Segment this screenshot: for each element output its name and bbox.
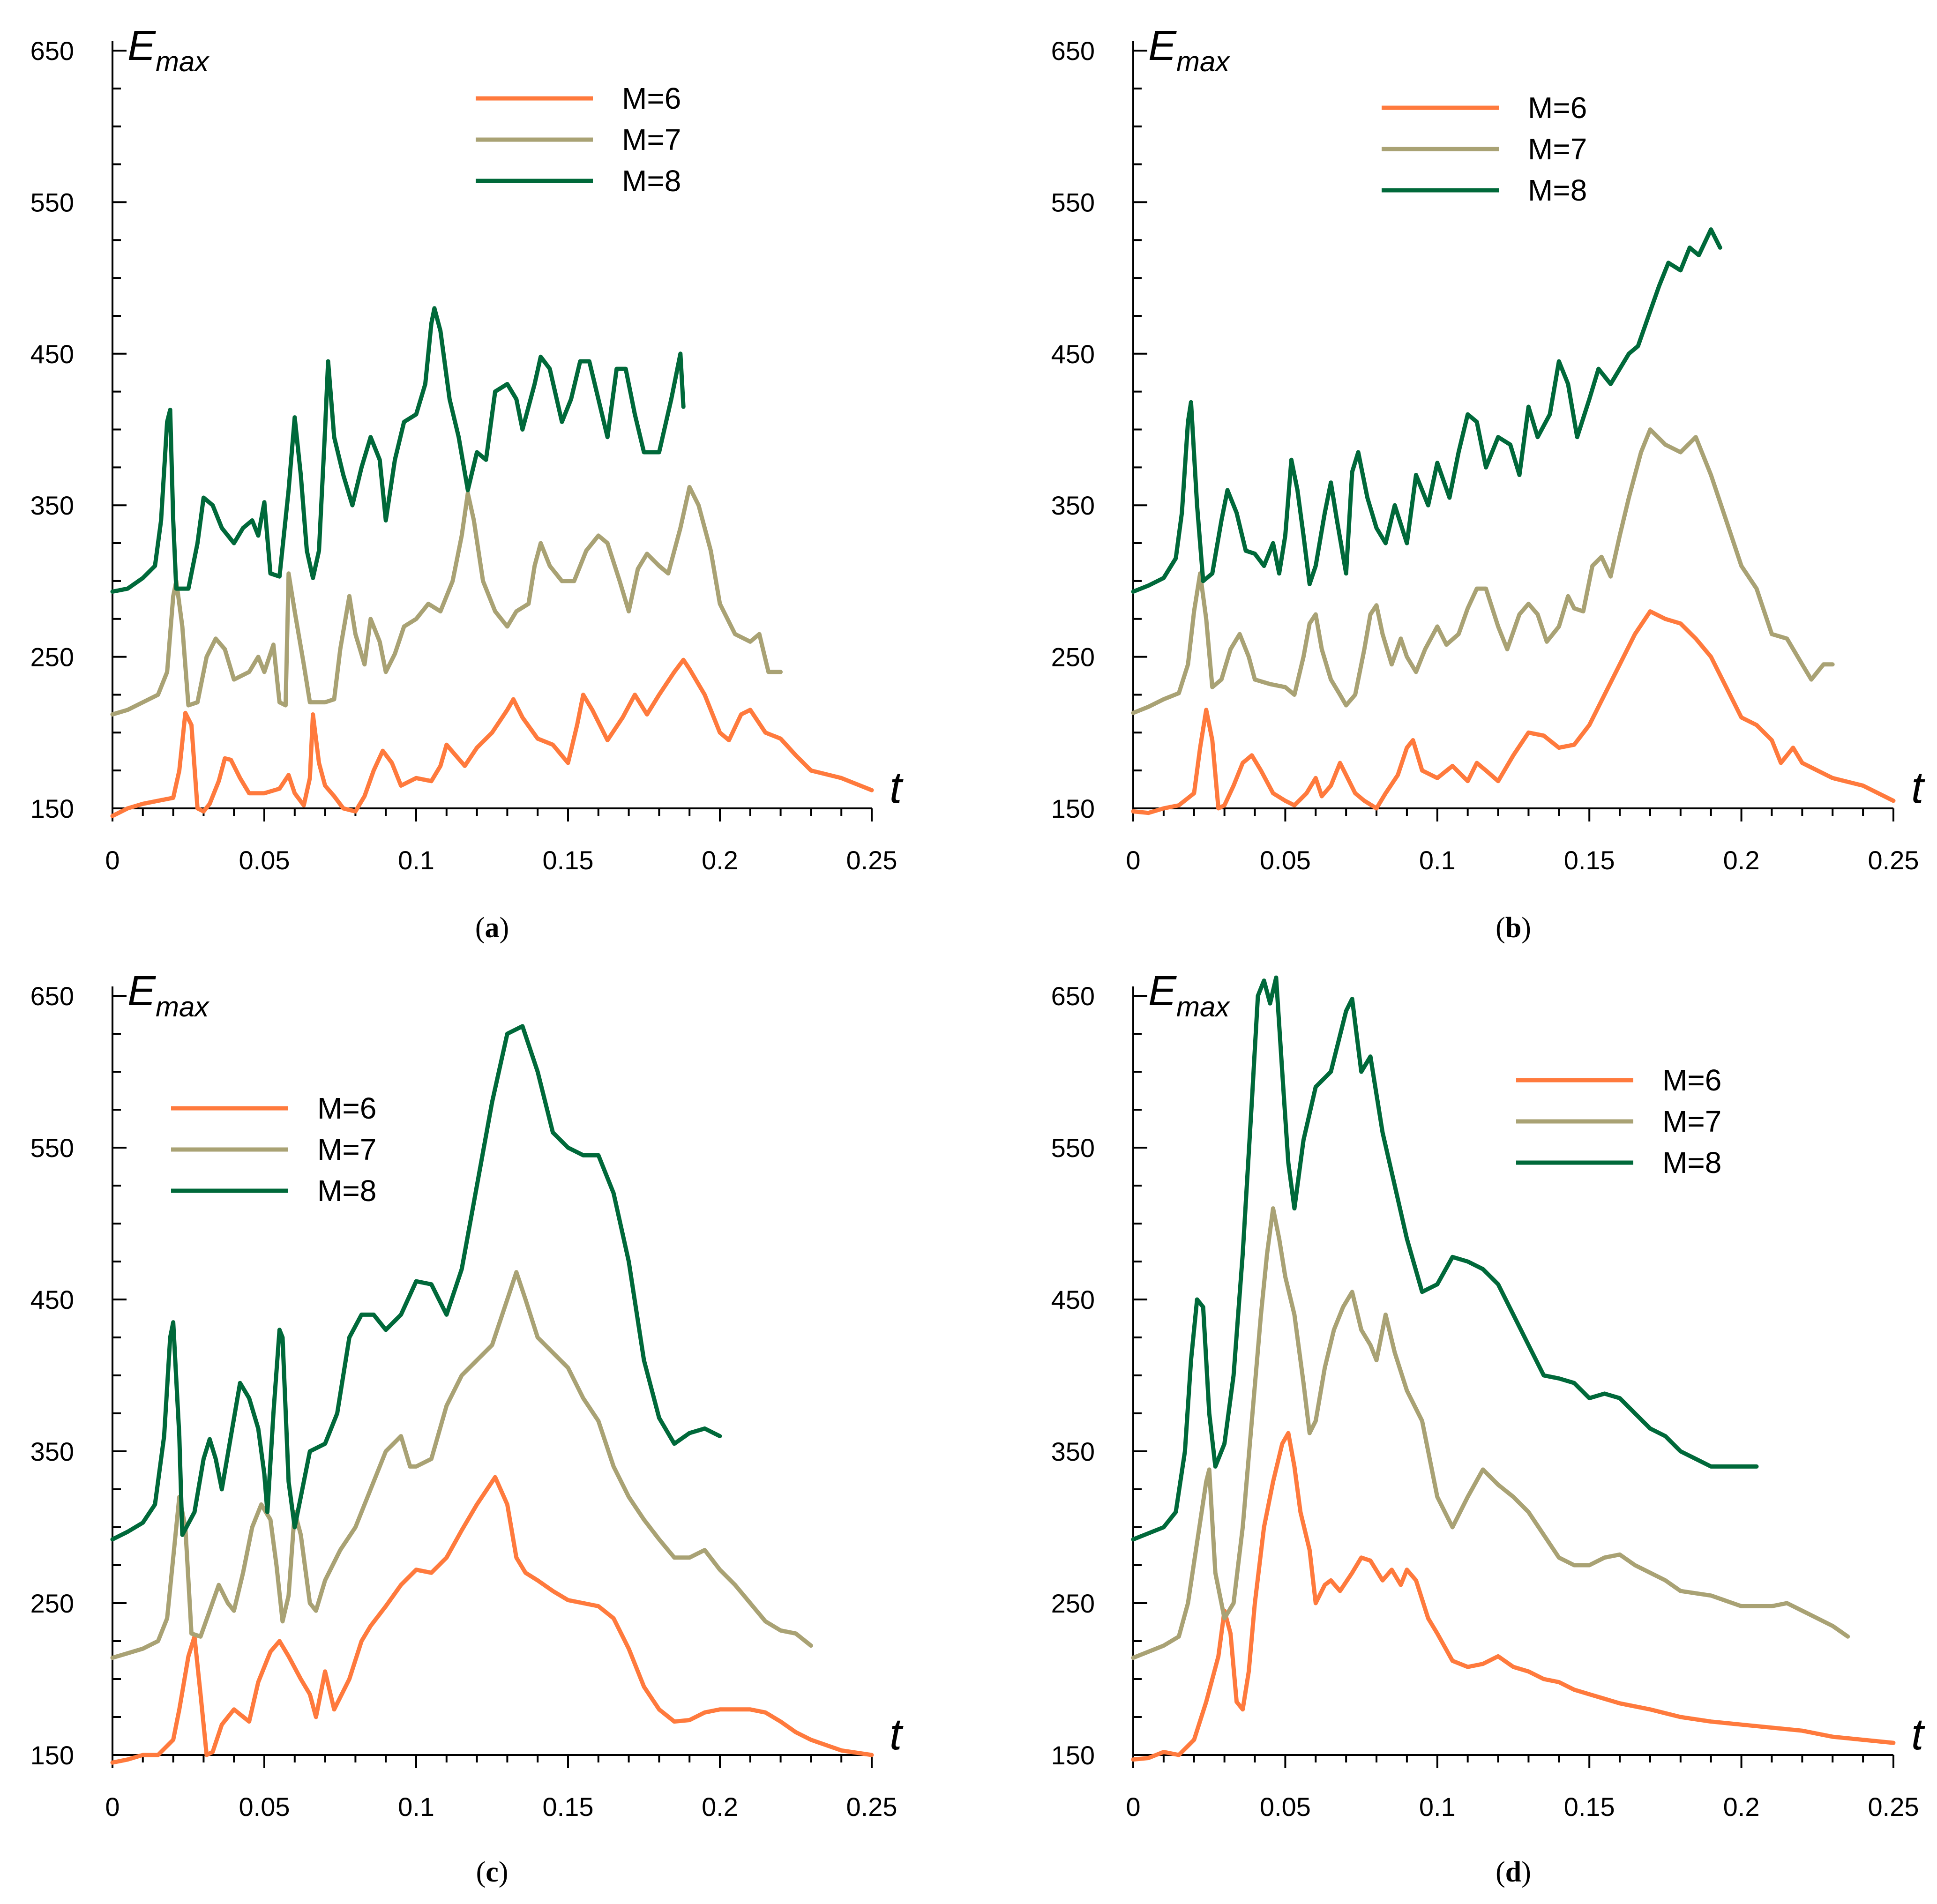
legend-label: M=8: [1662, 1146, 1721, 1180]
legend-label: M=8: [1528, 173, 1587, 207]
x-tick-label: 0.05: [1260, 845, 1311, 875]
panel-caption: (d): [1496, 1856, 1531, 1888]
y-tick-label: 550: [30, 187, 74, 217]
y-tick-label: 550: [1051, 187, 1095, 217]
y-tick-label: 250: [1051, 642, 1095, 672]
x-tick-label: 0: [105, 845, 120, 875]
chart-panel-c: 150 250 350 450 550 650 0 0.05 0.1 0.15 0.2 0.25 Ema…: [30, 968, 904, 1888]
legend: M=6 M=7 M=8: [476, 82, 681, 198]
series-line-M7: [1131, 1206, 1850, 1660]
x-tick-label: 0.15: [1564, 845, 1615, 875]
legend-label: M=7: [622, 123, 681, 157]
x-tick-label: 0.25: [846, 1792, 897, 1822]
x-tick-label: 0.2: [702, 1792, 738, 1822]
x-tick-label: 0.1: [1419, 845, 1456, 875]
y-tick-label: 350: [1051, 491, 1095, 520]
legend-label: M=7: [1528, 132, 1587, 166]
series-line-M8: [110, 1024, 722, 1542]
x-axis-label: t: [890, 763, 904, 813]
series-line-M8: [110, 306, 686, 594]
y-tick-label: 350: [30, 1437, 74, 1466]
x-tick-label: 0.15: [543, 845, 594, 875]
y-tick-label: 550: [30, 1133, 74, 1163]
legend: M=6 M=7 M=8: [1382, 91, 1587, 207]
x-axis-label: t: [1911, 1710, 1925, 1759]
series-line-M8: [1131, 975, 1759, 1542]
x-tick-label: 0.25: [1868, 1792, 1919, 1822]
series-line-M7: [1131, 427, 1835, 715]
chart-panel-d: 150 250 350 450 550 650 0 0.05 0.1 0.15 0.2 0.25 Ema…: [1051, 968, 1925, 1888]
y-tick-label: 450: [30, 1285, 74, 1314]
y-axis-label: Emax: [127, 22, 209, 77]
y-tick-label: 150: [1051, 1740, 1095, 1770]
series-line-M6: [1131, 609, 1896, 815]
y-axis-label: Emax: [1148, 968, 1230, 1023]
x-tick-label: 0.15: [543, 1792, 594, 1822]
y-tick-label: 650: [1051, 981, 1095, 1011]
y-tick-label: 350: [30, 491, 74, 520]
x-tick-label: 0.1: [398, 1792, 434, 1822]
x-tick-label: 0: [1126, 1792, 1140, 1822]
y-tick-label: 350: [1051, 1437, 1095, 1466]
y-axis-label: Emax: [127, 968, 209, 1023]
y-tick-label: 150: [30, 794, 74, 823]
x-tick-label: 0.1: [398, 845, 434, 875]
legend-label: M=8: [622, 164, 681, 198]
y-tick-label: 450: [1051, 339, 1095, 369]
y-tick-label: 250: [30, 642, 74, 672]
legend-label: M=7: [1662, 1105, 1721, 1138]
y-tick-label: 450: [30, 339, 74, 369]
series-line-M7: [110, 1270, 813, 1660]
x-tick-label: 0.2: [1723, 1792, 1760, 1822]
series-line-M6: [110, 1475, 874, 1765]
x-tick-label: 0.05: [239, 845, 290, 875]
x-tick-label: 0: [105, 1792, 120, 1822]
x-tick-label: 0.2: [1723, 845, 1760, 875]
y-tick-label: 650: [30, 36, 74, 66]
y-tick-label: 650: [30, 981, 74, 1011]
panel-caption: (a): [475, 912, 509, 944]
series-line-M6: [110, 657, 874, 818]
x-tick-label: 0.25: [846, 845, 897, 875]
series-line-M7: [110, 485, 783, 717]
y-axis-label: Emax: [1148, 22, 1230, 77]
legend-label: M=6: [317, 1091, 376, 1125]
y-tick-label: 550: [1051, 1133, 1095, 1163]
y-tick-label: 650: [1051, 36, 1095, 66]
legend-label: M=6: [622, 82, 681, 115]
legend: M=6 M=7 M=8: [1516, 1063, 1721, 1180]
legend-label: M=6: [1662, 1063, 1721, 1097]
panel-caption: (c): [476, 1856, 509, 1888]
series-line-M8: [1131, 227, 1722, 594]
x-axis-label: t: [890, 1710, 904, 1759]
y-tick-label: 150: [1051, 794, 1095, 823]
x-tick-label: 0: [1126, 845, 1140, 875]
x-tick-label: 0.05: [239, 1792, 290, 1822]
x-tick-label: 0.05: [1260, 1792, 1311, 1822]
y-tick-label: 250: [30, 1589, 74, 1618]
y-tick-label: 450: [1051, 1285, 1095, 1314]
x-axis-label: t: [1911, 763, 1925, 813]
legend-label: M=7: [317, 1133, 376, 1166]
legend-label: M=8: [317, 1174, 376, 1208]
series-line-M6: [1131, 1431, 1896, 1762]
x-tick-label: 0.2: [702, 845, 738, 875]
chart-panel-b: 150 250 350 450 550 650 0 0.05 0.1 0.15 0.2 0.25 Ema…: [1051, 22, 1925, 944]
chart-panel-a: 150 250 350 450 550 650 0 0.05 0.1 0.15 0.2 0.25 Ema…: [30, 22, 904, 944]
panel-caption: (b): [1496, 912, 1531, 944]
x-tick-label: 0.25: [1868, 845, 1919, 875]
y-tick-label: 250: [1051, 1589, 1095, 1618]
x-tick-label: 0.1: [1419, 1792, 1456, 1822]
x-tick-label: 0.15: [1564, 1792, 1615, 1822]
y-tick-label: 150: [30, 1740, 74, 1770]
legend-label: M=6: [1528, 91, 1587, 125]
legend: M=6 M=7 M=8: [171, 1091, 376, 1208]
